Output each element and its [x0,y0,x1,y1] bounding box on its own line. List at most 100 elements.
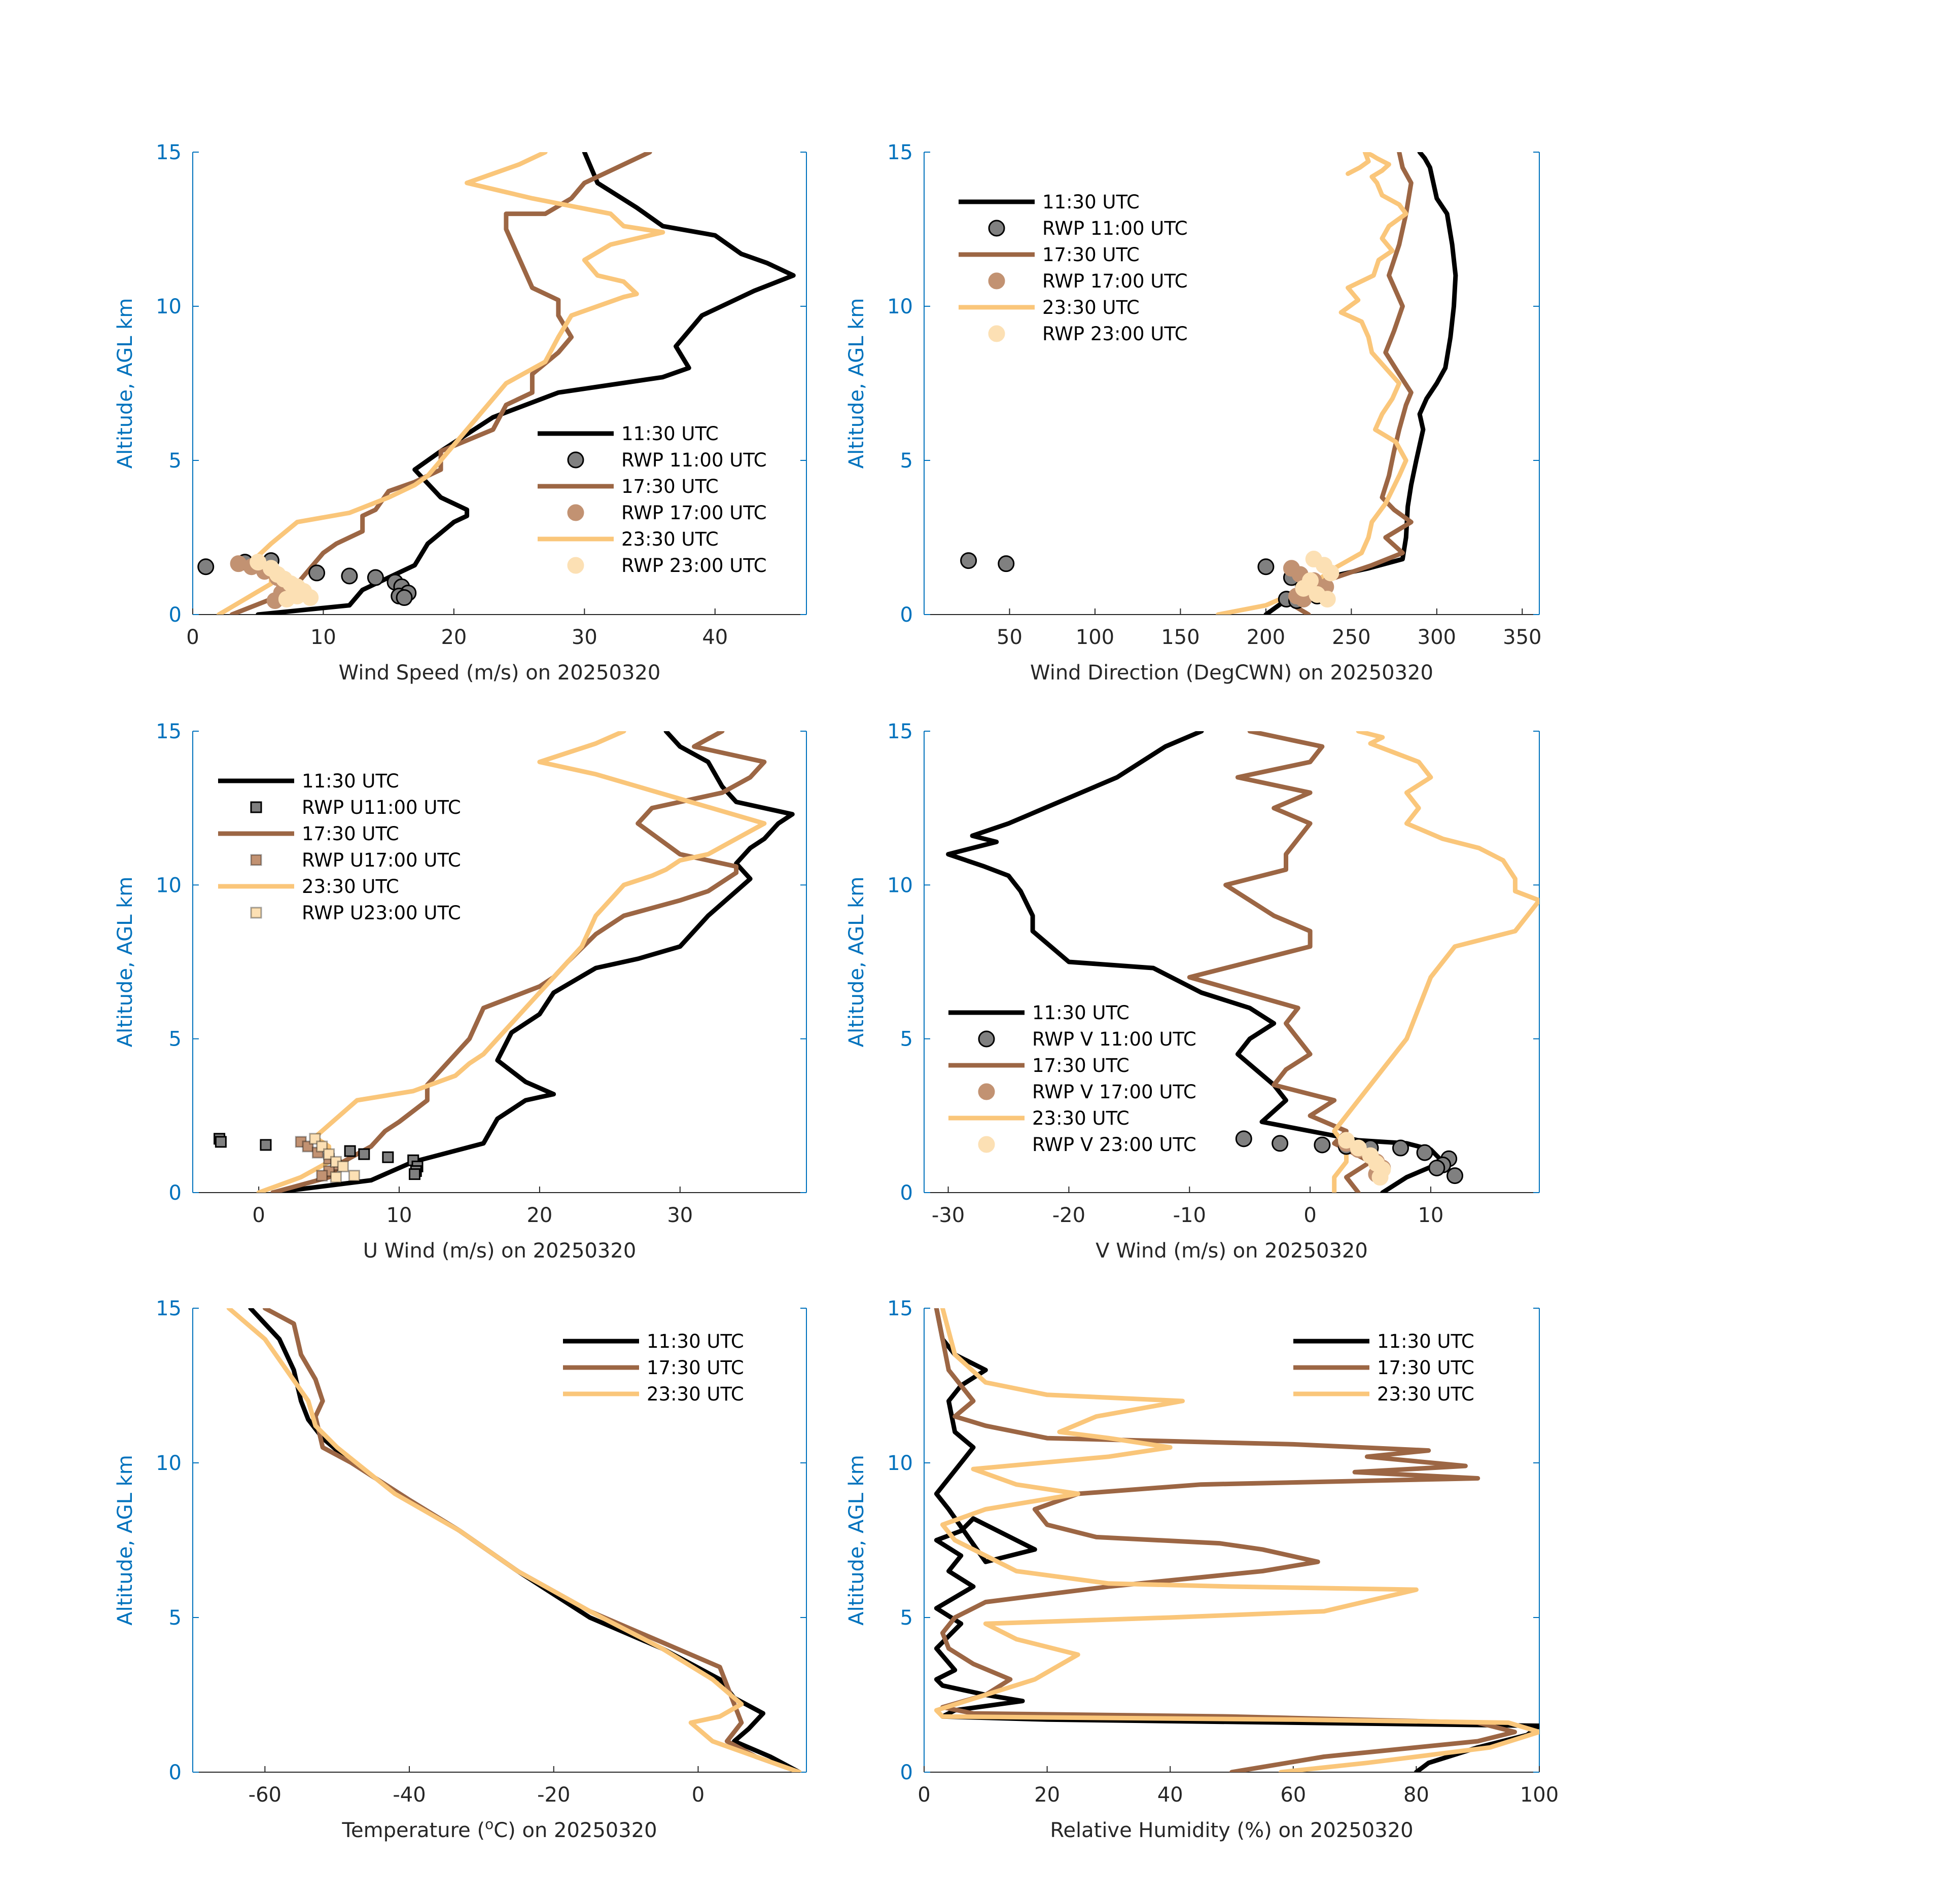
x-tick-label: -40 [393,1783,426,1807]
x-axis-label: Relative Humidity (%) on 20250320 [1050,1819,1413,1842]
x-tick-label: -20 [1052,1204,1085,1227]
x-tick-label: 10 [1418,1204,1443,1227]
chart-temperature: -60 -40 -20 0 0 5 10 15 Altitude, AGL km Temperat… [114,1297,807,1842]
legend: 11:30 UTC 17:30 UTC 23:30 UTC [563,1331,744,1405]
legend-label: 11:30 UTC [621,423,719,445]
series-line-23-30-utc [1216,152,1408,615]
legend-label: RWP 23:00 UTC [621,555,767,577]
legend-marker-swatch [988,220,1005,237]
legend-label: RWP U23:00 UTC [302,902,461,924]
y-tick-label: 15 [156,1297,182,1320]
x-tick-label: 0 [252,1204,265,1227]
legend-label: 17:30 UTC [302,823,399,845]
series-line-23-30-utc [934,1308,1539,1772]
legend-label: 11:30 UTC [1042,191,1140,213]
y-tick-label: 5 [169,1606,182,1630]
y-tick-label: 0 [169,603,182,627]
y-tick-label: 5 [900,1028,913,1051]
series-line-17-30-utc [934,1308,1517,1772]
data-point [260,1139,272,1151]
x-tick-label: 10 [310,626,336,649]
x-tick-label: -60 [249,1783,281,1807]
data-point [316,1140,328,1153]
x-tick-label: 20 [1034,1783,1060,1807]
legend-label: 23:30 UTC [621,528,719,550]
legend-label: RWP 23:00 UTC [1042,323,1188,345]
legend: 11:30 UTC 17:30 UTC 23:30 UTC [1293,1331,1474,1405]
data-point [1350,1139,1367,1157]
legend-label: 23:30 UTC [1042,297,1140,318]
data-point [348,1170,360,1182]
legend-label: 23:30 UTC [1032,1107,1130,1129]
legend-label: 11:30 UTC [1032,1002,1130,1024]
legend-marker-swatch [250,801,262,813]
data-point [367,569,384,586]
series-line-17-30-utc [229,152,652,615]
x-tick-label: 10 [386,1204,412,1227]
data-point [1371,1169,1389,1186]
x-axis-label: Wind Direction (DegCWN) on 20250320 [1030,661,1433,685]
x-tick-label: 40 [1157,1783,1183,1807]
y-tick-label: 10 [887,295,913,318]
x-axis-label: Wind Speed (m/s) on 20250320 [339,661,661,685]
chart-wind-speed: 0 10 20 30 40 0 5 10 15 Altitude, AGL km Wind Spee… [114,141,807,685]
legend: 11:30 UTC RWP 11:00 UTC 17:30 UTC RWP 17:00… [959,191,1188,345]
legend-label: RWP 11:00 UTC [1042,218,1188,239]
legend-label: RWP V 23:00 UTC [1032,1134,1196,1156]
x-tick-label: 20 [526,1204,552,1227]
legend-label: 11:30 UTC [647,1331,744,1352]
x-tick-label: 150 [1161,626,1200,649]
y-tick-label: 5 [900,449,913,473]
data-point [316,1170,328,1182]
x-tick-label: 60 [1280,1783,1306,1807]
data-point [1314,1136,1331,1154]
y-tick-label: 15 [887,720,913,743]
chart-data-area [197,152,796,615]
series-line-23-30-utc [226,1308,802,1772]
legend-marker-swatch [988,272,1005,290]
y-tick-label: 0 [900,1761,913,1784]
y-tick-label: 15 [156,141,182,164]
data-point [197,558,215,576]
series-line-23-30-utc [256,731,767,1193]
data-point [1337,1132,1355,1149]
legend-label: 17:30 UTC [647,1357,744,1379]
x-tick-label: 0 [692,1783,704,1807]
chart-data-area [214,731,795,1193]
legend: 11:30 UTC RWP V 11:00 UTC 17:30 UTC RWP V 1… [948,1002,1196,1156]
y-axis-label: Altitude, AGL km [114,877,137,1048]
y-tick-label: 10 [156,295,182,318]
data-point [302,589,319,606]
legend-marker-swatch [250,907,262,919]
y-axis-label: Altitude, AGL km [845,298,868,469]
x-axis-label: Temperature (oC) on 20250320 [341,1816,657,1842]
x-tick-label: 0 [918,1783,930,1807]
chart-relative-humidity: 0 20 40 60 80 100 0 5 10 15 Altitude, AGL km Relati… [845,1297,1559,1842]
x-tick-label: 250 [1332,626,1370,649]
x-tick-label: 40 [702,626,728,649]
legend-marker-swatch [567,451,584,469]
chart-u-wind: 0 10 20 30 0 5 10 15 Altitude, AGL km U Wind (m/s… [114,720,807,1263]
series-line-17-30-utc [1187,731,1373,1193]
data-point [382,1151,394,1163]
x-tick-label: 0 [1303,1204,1316,1227]
y-tick-label: 10 [156,874,182,897]
y-tick-label: 5 [169,1028,182,1051]
data-point [278,591,295,608]
data-point [323,1148,335,1160]
series-line-23-30-utc [217,152,665,615]
legend-marker-swatch [988,325,1005,342]
chart-v-wind: -30 -20 -10 0 10 0 5 10 15 Altitude, AGL km V Wind… [845,720,1540,1263]
data-point [1272,1135,1289,1152]
chart-data-area [934,1308,1539,1772]
data-point [1319,591,1336,608]
x-axis-label: U Wind (m/s) on 20250320 [363,1239,637,1263]
legend-marker-swatch [250,854,262,866]
series-line-23-30-utc [1332,731,1539,1193]
y-tick-label: 0 [169,1181,182,1205]
data-point [308,564,326,582]
x-axis-label-superscript: o [485,1816,493,1833]
data-point [1392,1139,1409,1157]
